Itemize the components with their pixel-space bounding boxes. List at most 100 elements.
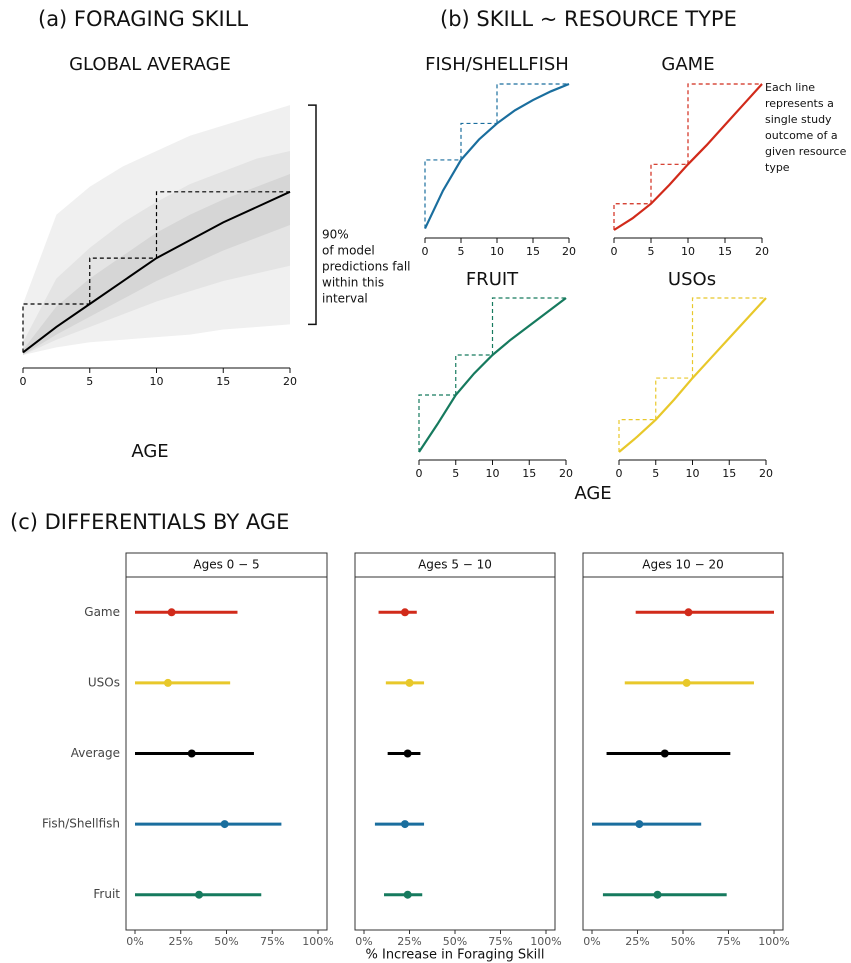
point (635, 820, 644, 829)
x-tick-label: 0% (583, 935, 600, 948)
x-tick-label: 20 (755, 245, 769, 258)
panel-title: (a) FORAGING SKILL (38, 7, 248, 31)
y-tick-label: USOs (88, 675, 120, 689)
x-tick-label: 50% (671, 935, 695, 948)
line (22, 190, 291, 354)
x-tick-label: 5 (648, 245, 655, 258)
x-tick-label: 15 (522, 467, 536, 480)
point (405, 678, 414, 687)
step-guide (418, 297, 566, 452)
x-tick-label: 0 (611, 245, 618, 258)
step-guide (613, 83, 762, 230)
annotation: represents a (765, 97, 834, 110)
annotation: type (765, 161, 790, 174)
x-tick-label: 5 (458, 245, 465, 258)
x-tick-label: 25% (169, 935, 193, 948)
x-tick-label: 15 (526, 245, 540, 258)
chart-title: GAME (661, 54, 714, 75)
step-guide (618, 297, 766, 452)
x-tick-label: 15 (718, 245, 732, 258)
x-tick-label: 10 (486, 467, 500, 480)
strip-title: Ages 10 − 20 (642, 558, 724, 572)
annotation: interval (322, 292, 368, 306)
x-tick-label: 25% (397, 935, 421, 948)
point (660, 749, 669, 758)
y-tick-label: Average (71, 746, 120, 760)
x-tick-label: 50% (443, 935, 467, 948)
point (195, 890, 204, 899)
x-tick-label: 20 (559, 467, 573, 480)
strip (125, 552, 328, 578)
x-tick-label: 75% (716, 935, 740, 948)
step-guide (424, 83, 569, 229)
x-tick-label: 100% (758, 935, 789, 948)
x-tick-label: 50% (214, 935, 238, 948)
annotation: of model (322, 244, 375, 258)
annotation: 90% (322, 228, 349, 242)
annotation: Each line (765, 81, 815, 94)
point (682, 678, 691, 687)
line (418, 297, 567, 453)
x-axis-label: % Increase in Foraging Skill (366, 948, 545, 963)
x-tick-label: 5 (452, 467, 459, 480)
point (187, 749, 196, 758)
x-tick-label: 10 (490, 245, 504, 258)
strip (354, 552, 556, 578)
chart-title: GLOBAL AVERAGE (69, 54, 231, 75)
x-tick-label: 5 (652, 467, 659, 480)
step-guide (22, 191, 290, 353)
panel-frame (354, 576, 556, 931)
x-tick-label: 0 (616, 467, 623, 480)
y-tick-label: Fish/Shellfish (42, 817, 120, 831)
x-tick-label: 5 (86, 375, 93, 388)
x-tick-label: 75% (488, 935, 512, 948)
y-tick-label: Fruit (93, 887, 120, 901)
annotation: predictions fall (322, 260, 411, 274)
x-tick-label: 20 (759, 467, 773, 480)
x-axis-label: AGE (131, 441, 168, 462)
point (167, 608, 176, 617)
strip-title: Ages 0 − 5 (193, 558, 259, 572)
interval-bracket (308, 104, 317, 326)
point (653, 890, 662, 899)
x-tick-label: 10 (686, 467, 700, 480)
x-tick-label: 0 (20, 375, 27, 388)
annotation: single study (765, 113, 832, 126)
line (424, 82, 570, 230)
x-tick-label: 75% (260, 935, 284, 948)
x-axis-label: AGE (574, 483, 611, 504)
strip (582, 552, 784, 578)
x-tick-label: 0 (416, 467, 423, 480)
x-tick-label: 20 (283, 375, 297, 388)
annotation: outcome of a (765, 129, 838, 142)
annotation: given resource (765, 145, 847, 158)
point (163, 678, 172, 687)
point (403, 890, 412, 899)
chart-title: USOs (668, 269, 716, 290)
chart-title: FISH/SHELLFISH (425, 54, 569, 75)
x-tick-label: 0% (126, 935, 143, 948)
strip-title: Ages 5 − 10 (418, 558, 492, 572)
x-tick-label: 100% (530, 935, 561, 948)
x-tick-label: 0% (355, 935, 372, 948)
x-tick-label: 15 (722, 467, 736, 480)
y-tick-label: Game (84, 605, 120, 619)
x-tick-label: 15 (216, 375, 230, 388)
point (400, 608, 409, 617)
panel-title: (b) SKILL ~ RESOURCE TYPE (440, 7, 737, 31)
point (400, 820, 409, 829)
x-tick-label: 10 (150, 375, 164, 388)
x-tick-label: 10 (681, 245, 695, 258)
point (220, 820, 229, 829)
chart-title: FRUIT (466, 269, 519, 290)
x-tick-label: 0 (422, 245, 429, 258)
interval-band (23, 173, 290, 355)
x-tick-label: 25% (625, 935, 649, 948)
line (618, 297, 767, 453)
x-tick-label: 20 (562, 245, 576, 258)
annotation: within this (322, 276, 384, 290)
x-tick-label: 100% (302, 935, 333, 948)
point (684, 608, 693, 617)
point (403, 749, 412, 758)
